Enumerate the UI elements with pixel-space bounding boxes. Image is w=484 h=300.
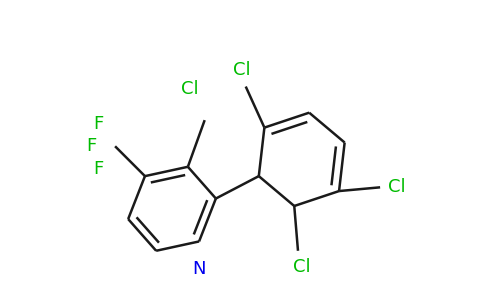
Text: Cl: Cl xyxy=(181,80,198,98)
Text: F: F xyxy=(93,115,104,133)
Text: F: F xyxy=(93,160,104,178)
Text: N: N xyxy=(192,260,206,278)
Text: F: F xyxy=(86,137,96,155)
Text: Cl: Cl xyxy=(233,61,251,79)
Text: Cl: Cl xyxy=(293,258,311,276)
Text: Cl: Cl xyxy=(388,178,405,196)
